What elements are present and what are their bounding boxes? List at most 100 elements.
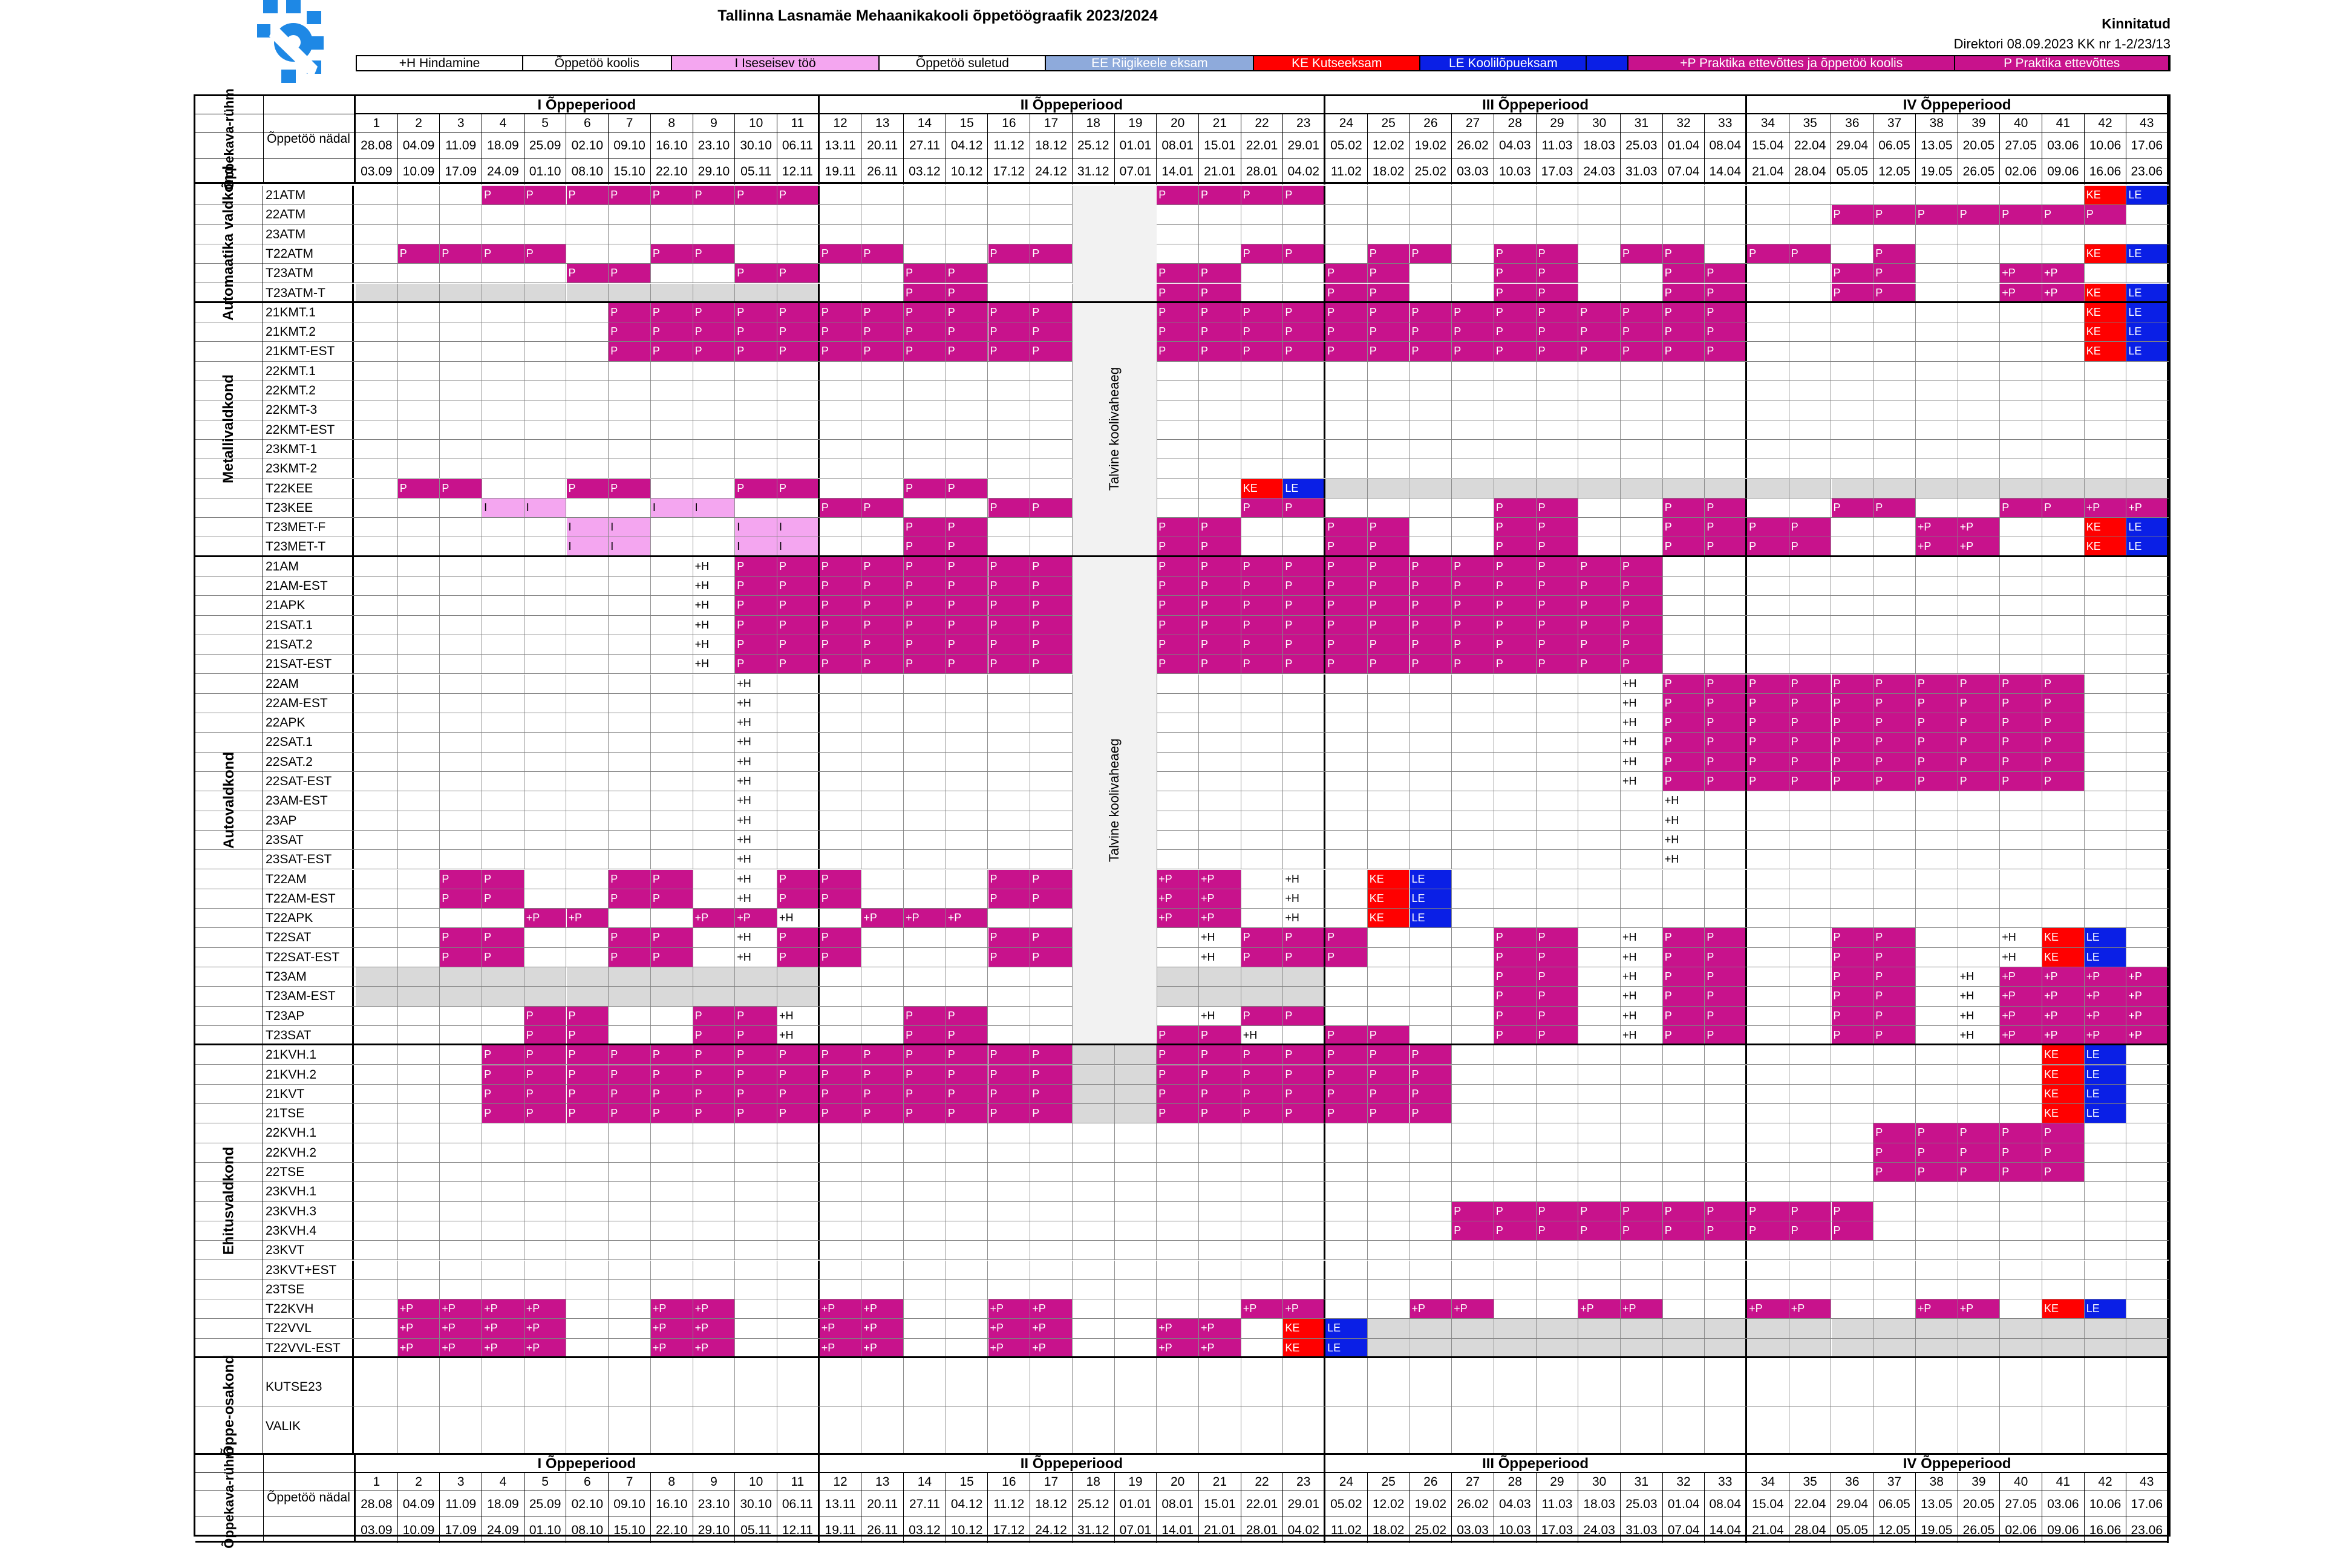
week-cell — [2000, 596, 2042, 615]
activity-cell — [1452, 1319, 1494, 1338]
week-cell — [1537, 811, 1579, 830]
week-cell — [1410, 264, 1452, 283]
week-cell — [1747, 811, 1789, 830]
week-cell — [1030, 1241, 1073, 1260]
week-cell — [1537, 1406, 1579, 1453]
week-cell — [1747, 1241, 1789, 1260]
week-cell — [482, 752, 524, 771]
week-cell — [1283, 1406, 1326, 1453]
activity-cell — [1915, 1338, 1958, 1356]
activity-cell: P — [777, 635, 820, 655]
week-end-date: 28.04 — [1789, 158, 1832, 185]
week-cell — [567, 1260, 609, 1279]
week-cell — [1578, 1406, 1621, 1453]
week-cell — [524, 420, 567, 439]
week-cell — [609, 693, 651, 713]
activity-cell — [2126, 1338, 2169, 1356]
week-cell — [1199, 1221, 1241, 1241]
week-cell — [1537, 909, 1579, 928]
week-cell — [1410, 733, 1452, 752]
group-code: 21KMT-EST — [263, 342, 354, 361]
week-cell — [482, 302, 524, 322]
activity-cell: P — [1367, 264, 1410, 283]
group-code: 21KVH.1 — [263, 1045, 354, 1065]
week-cell — [904, 947, 946, 967]
activity-cell: P — [1283, 596, 1326, 615]
activity-cell: +H — [735, 772, 777, 791]
activity-cell: P — [1410, 596, 1452, 615]
week-cell — [1157, 850, 1199, 869]
activity-cell: P — [1157, 635, 1199, 655]
week-cell — [1789, 439, 1832, 459]
week-cell — [2000, 400, 2042, 420]
week-cell — [2126, 1221, 2169, 1241]
week-cell — [777, 693, 820, 713]
week-cell — [398, 381, 440, 400]
week-cell — [524, 459, 567, 479]
week-cell — [398, 947, 440, 967]
week-cell — [1368, 1358, 1410, 1406]
week-cell — [1283, 205, 1326, 224]
week-cell — [1157, 811, 1199, 830]
activity-cell: P — [609, 342, 651, 361]
activity-cell: P — [1831, 498, 1874, 518]
week-cell — [2000, 850, 2042, 869]
week-cell — [2042, 1201, 2085, 1221]
activity-cell: P — [1662, 518, 1705, 537]
week-cell — [567, 400, 609, 420]
activity-cell: P — [1199, 537, 1241, 555]
activity-cell: +H — [735, 733, 777, 752]
week-cell — [693, 224, 736, 244]
week-cell — [1916, 381, 1958, 400]
activity-cell: P — [1283, 1006, 1326, 1025]
week-cell — [398, 342, 440, 361]
activity-cell: P — [1199, 186, 1241, 205]
week-cell — [1494, 459, 1537, 479]
activity-cell: P — [735, 635, 777, 655]
activity-cell: P — [440, 889, 483, 909]
week-cell — [567, 244, 609, 264]
week-cell — [524, 1260, 567, 1279]
week-cell — [1958, 1084, 2001, 1104]
activity-cell: P — [1958, 693, 2001, 713]
week-cell — [1873, 381, 1916, 400]
week-cell — [2126, 1163, 2169, 1182]
week-cell — [820, 967, 862, 987]
week-cell — [693, 1260, 736, 1279]
activity-cell: P — [735, 1084, 777, 1104]
activity-cell: P — [777, 1084, 820, 1104]
week-cell — [482, 381, 524, 400]
week-cell — [1663, 1045, 1705, 1065]
week-cell — [567, 224, 609, 244]
week-cell — [861, 693, 904, 713]
activity-cell: P — [650, 1065, 693, 1084]
activity-cell: P — [1873, 283, 1916, 301]
activity-cell: P — [1410, 655, 1452, 674]
activity-cell: P — [1367, 557, 1410, 576]
activity-cell: P — [819, 1104, 862, 1123]
week-cell — [1241, 1241, 1284, 1260]
legend-item: +H Hindamine — [357, 56, 524, 70]
activity-cell — [2084, 479, 2127, 498]
activity-cell — [1621, 1319, 1663, 1338]
week-number: 28 — [1494, 1473, 1537, 1491]
week-cell — [567, 1163, 609, 1182]
week-cell — [651, 577, 693, 596]
week-cell — [2085, 596, 2127, 615]
week-cell — [1832, 850, 1874, 869]
week-cell — [2085, 713, 2127, 733]
activity-cell — [356, 967, 398, 987]
week-start-date: 13.11 — [820, 1491, 862, 1517]
activity-cell: P — [1705, 772, 1748, 791]
week-cell — [609, 1406, 651, 1453]
week-cell — [735, 1319, 777, 1338]
week-cell — [567, 615, 609, 635]
week-cell — [1705, 811, 1748, 830]
activity-cell: LE — [2084, 1065, 2127, 1084]
week-cell — [567, 635, 609, 655]
activity-cell: P — [1157, 615, 1199, 635]
activity-cell: P — [650, 928, 693, 947]
week-cell — [1199, 1123, 1241, 1143]
week-cell — [1410, 791, 1452, 811]
week-cell — [777, 1338, 820, 1356]
